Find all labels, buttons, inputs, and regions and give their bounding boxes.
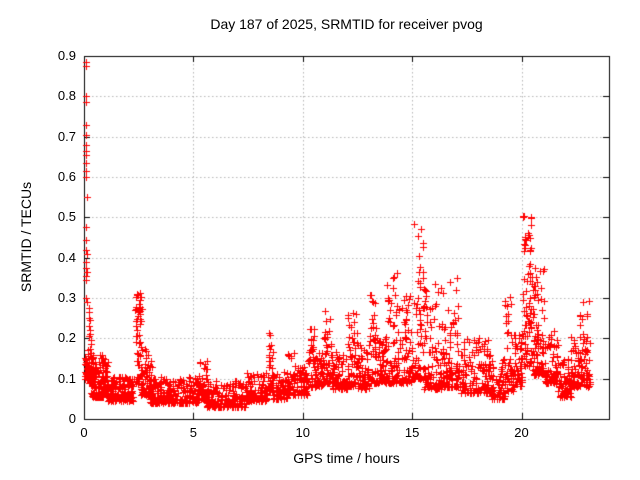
- y-tick-label: 0.7: [57, 128, 76, 144]
- x-tick-label: 10: [295, 425, 310, 440]
- y-tick-label: 0.3: [57, 290, 76, 305]
- x-tick-label: 0: [80, 425, 88, 440]
- y-tick-label: 0.1: [57, 370, 76, 386]
- x-tick-label: 20: [514, 425, 529, 440]
- x-tick-label: 5: [189, 425, 197, 440]
- y-tick-label: 0: [68, 411, 76, 426]
- y-tick-label: 0.5: [57, 209, 76, 225]
- y-tick-label: 0.8: [57, 88, 76, 104]
- y-tick-label: 0.6: [57, 169, 76, 184]
- chart-title: Day 187 of 2025, SRMTID for receiver pvo…: [210, 16, 483, 32]
- y-tick-label: 0.9: [57, 48, 76, 63]
- x-axis-title: GPS time / hours: [293, 450, 400, 466]
- y-tick-label: 0.2: [57, 330, 76, 346]
- x-tick-label: 15: [404, 425, 420, 440]
- y-tick-label: 0.4: [57, 249, 76, 265]
